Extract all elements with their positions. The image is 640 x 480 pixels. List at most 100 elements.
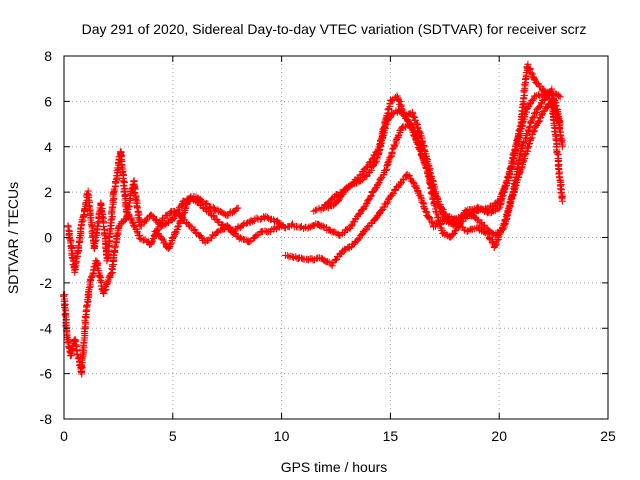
data-point-marker xyxy=(126,196,133,204)
data-point-marker xyxy=(326,227,334,235)
data-point-marker xyxy=(502,217,510,225)
data-point-marker xyxy=(61,311,69,319)
data-point-marker xyxy=(422,208,430,216)
series-trace-g xyxy=(310,60,564,230)
data-point-marker xyxy=(355,174,363,182)
data-point-marker xyxy=(335,197,342,205)
data-point-marker xyxy=(449,231,456,239)
data-point-marker xyxy=(558,137,565,145)
data-point-marker xyxy=(499,192,507,200)
data-point-marker xyxy=(500,186,508,194)
data-point-marker xyxy=(130,221,137,229)
data-point-marker xyxy=(538,111,546,119)
data-point-marker xyxy=(526,66,534,74)
data-point-marker xyxy=(328,262,336,270)
data-point-marker xyxy=(416,144,423,152)
data-point-marker xyxy=(95,272,103,280)
y-tick-label: 8 xyxy=(44,48,52,64)
data-point-marker xyxy=(519,98,527,106)
data-series xyxy=(60,60,567,378)
data-point-marker xyxy=(338,191,346,198)
data-point-marker xyxy=(516,151,524,159)
data-point-marker xyxy=(558,143,566,151)
data-point-marker xyxy=(376,175,384,183)
data-point-marker xyxy=(72,343,80,351)
data-point-marker xyxy=(209,231,216,239)
data-point-marker xyxy=(518,107,526,115)
data-point-marker xyxy=(416,128,424,136)
y-tick-label: -8 xyxy=(40,411,53,427)
data-point-marker xyxy=(514,130,522,138)
data-point-marker xyxy=(520,138,528,146)
data-point-marker xyxy=(64,223,72,231)
data-point-marker xyxy=(556,93,564,101)
data-point-marker xyxy=(424,160,432,168)
data-point-marker xyxy=(349,180,357,188)
data-point-marker xyxy=(527,118,535,126)
data-point-marker xyxy=(419,154,427,161)
x-tick-label: 10 xyxy=(274,428,290,444)
data-point-marker xyxy=(435,220,443,227)
data-point-marker xyxy=(161,239,169,247)
x-tick-label: 25 xyxy=(600,428,616,444)
chart-title: Day 291 of 2020, Sidereal Day-to-day VTE… xyxy=(82,21,587,37)
data-point-marker xyxy=(252,232,260,240)
data-point-marker xyxy=(132,196,140,204)
data-point-marker xyxy=(389,190,397,197)
data-point-marker xyxy=(463,228,471,235)
data-point-marker xyxy=(76,234,83,241)
data-point-marker xyxy=(169,233,177,241)
data-point-marker xyxy=(431,202,439,210)
data-point-marker xyxy=(158,235,166,243)
series-trace-d xyxy=(282,98,566,270)
data-point-marker xyxy=(373,148,381,156)
data-point-marker xyxy=(79,345,87,353)
data-point-marker xyxy=(97,202,105,209)
data-point-marker xyxy=(105,243,112,251)
data-point-marker xyxy=(395,96,402,104)
data-point-marker xyxy=(418,138,426,146)
data-point-marker xyxy=(498,193,506,201)
data-point-marker xyxy=(365,159,373,167)
data-point-marker xyxy=(61,303,69,311)
data-point-marker xyxy=(134,214,142,222)
y-tick-label: -2 xyxy=(40,275,53,291)
data-point-marker xyxy=(362,200,370,208)
data-point-marker xyxy=(376,140,384,148)
data-point-marker xyxy=(527,69,535,77)
data-point-marker xyxy=(362,164,370,172)
data-point-marker xyxy=(398,124,406,132)
data-point-marker xyxy=(319,223,327,230)
data-point-marker xyxy=(378,206,385,214)
data-point-marker xyxy=(556,120,564,128)
data-point-marker xyxy=(84,190,92,198)
data-point-marker xyxy=(416,191,424,199)
data-point-marker xyxy=(344,244,352,251)
series-trace-f xyxy=(321,90,564,223)
data-point-marker xyxy=(426,169,434,177)
data-point-marker xyxy=(410,113,418,121)
data-point-marker xyxy=(148,238,156,246)
data-point-marker xyxy=(165,244,173,252)
data-point-marker xyxy=(119,177,127,185)
y-axis-label: SDTVAR / TECUs xyxy=(5,182,21,294)
x-tick-label: 5 xyxy=(169,428,177,444)
data-point-marker xyxy=(549,99,557,107)
data-point-marker xyxy=(555,92,563,100)
data-point-marker xyxy=(436,221,444,229)
data-point-marker xyxy=(354,235,362,243)
data-point-marker xyxy=(83,302,91,310)
data-point-marker xyxy=(246,238,254,246)
data-point-marker xyxy=(81,312,89,320)
data-point-marker xyxy=(242,220,250,228)
data-point-marker xyxy=(356,209,364,217)
y-tick-label: -6 xyxy=(40,366,53,382)
data-point-marker xyxy=(553,113,561,120)
data-point-marker xyxy=(526,140,533,147)
data-point-marker xyxy=(288,220,296,228)
y-tick-label: -4 xyxy=(40,320,53,336)
data-point-marker xyxy=(100,222,107,230)
data-point-marker xyxy=(511,146,519,154)
y-tick-label: 6 xyxy=(44,93,52,109)
